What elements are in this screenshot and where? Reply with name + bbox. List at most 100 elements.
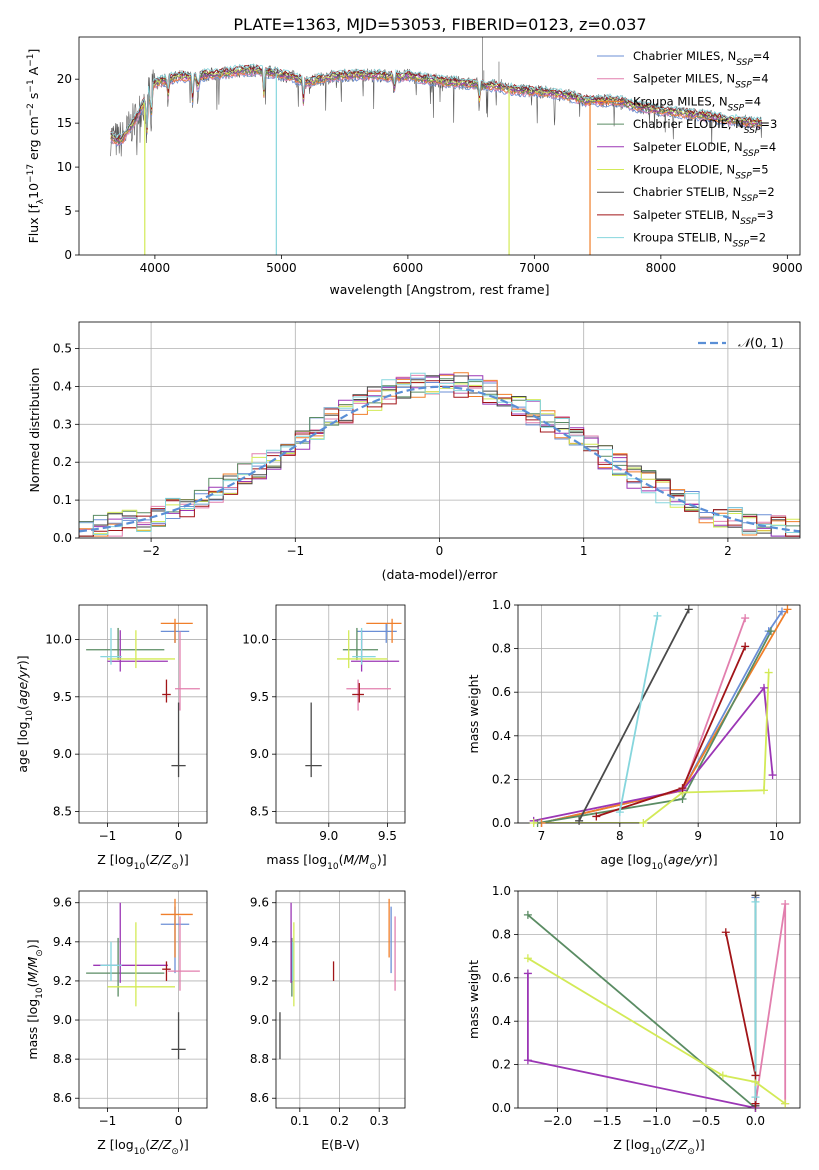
age-vs-mass-xlabel-part: 10 [327,862,339,872]
weight_vs_Z-frame [517,890,801,1109]
spectrum-data-line [110,63,763,157]
spectrum-xtick-label: 4000 [140,261,171,275]
mass_vs_Z-plot-area [86,898,200,1060]
legend-label-salp_miles-part: SSP [735,81,752,91]
weight-marker-krou_elodie [759,786,768,795]
weight_vs_age-ytick-label: 0.0 [492,816,511,830]
weight_vs_Z-xtick-label: −0.5 [691,1114,720,1128]
legend-label-salp_stelib-part: =3 [757,208,774,222]
spectrum-frame [78,36,801,256]
spectrum-ylabel-part: erg cm [26,116,41,164]
legend-label-krou_stelib-part: =2 [749,231,766,245]
weight-vs-Z-xlabel-part: Z [log [613,1137,649,1152]
spectrum-ylabel-part: Flux [f [26,204,41,244]
age-vs-mass-xlabel-part: M/M [344,852,370,867]
weight-marker-salp_elodie [768,771,777,780]
residuals-xtick-label: 1 [580,544,588,558]
mass-vs-Z-xlabel-part: Z/Z [149,1137,172,1152]
weight_vs_age-xtick-label: 8 [616,829,624,843]
age-vs-Z-ylabel: age [log10(age/yr)] [15,655,35,772]
weight-marker-chab_elodie [767,627,776,636]
legend-label-krou_elodie-part: SSP [735,172,752,182]
legend-label-krou_miles-part: SSP [728,103,745,113]
mass_vs_ebv-plot-area [279,898,396,1060]
age_vs_mass-ytick-label: 8.5 [250,805,269,819]
mass-vs-ebv-xlabel: E(B-V) [321,1137,360,1152]
weight_vs_Z-ytick-label: 1.0 [492,884,511,898]
age_vs_mass-xtick-label: 9.5 [378,829,397,843]
weight_vs_age-plot-area [533,608,789,823]
mass_vs_ebv-ytick-label: 9.0 [250,1013,269,1027]
weight-marker-krou_elodie [639,819,648,827]
mass_vs_Z-ytick-label: 9.4 [53,935,72,949]
spectrum-ylabel-part: −1 [26,79,36,92]
age-vs-Z-ylabel-part: )] [15,655,30,665]
weight_vs_age-ytick-label: 0.2 [492,772,511,786]
weight_vs_Z-xtick-label: −2.0 [543,1114,572,1128]
legend-label-chab_stelib-part: =2 [758,185,775,199]
mass_vs_Z-ytick-label: 9.0 [53,1013,72,1027]
spectrum-model-krou_stelib [110,63,763,139]
mass_vs_ebv-frame [275,890,406,1109]
weight-line-krou_stelib [618,615,659,813]
spectrum-ylabel-part: −1 [26,54,36,67]
mass-vs-Z-ylabel-part: 10 [35,987,45,999]
weight-marker-salp_elodie [759,683,768,692]
weight-marker-chab_stelib [575,816,584,825]
legend-label-krou_stelib: Kroupa STELIB, NSSP=2 [633,231,766,250]
normal-reference-curve [79,385,800,533]
weight-line-chab_elodie [537,630,772,823]
spectrum-ylabel-part: A [26,66,41,79]
mass_vs_Z-frame [78,890,208,1109]
weight-line-krou_elodie [527,957,786,1105]
residuals-ytick-label: 0.2 [53,455,72,469]
weight-vs-Z-xlabel-part: ( [661,1137,666,1152]
age_vs_Z-plot-area [86,618,200,778]
legend-label-salp_stelib: Salpeter STELIB, NSSP=3 [633,208,774,227]
age_vs_Z-ytick-label: 10.0 [45,632,72,646]
weight-marker-krou_elodie [523,954,532,963]
weight_vs_age-xtick-label: 7 [538,829,546,843]
legend-label-chab_stelib: Chabrier STELIB, NSSP=2 [633,185,775,204]
mass_vs_Z-panel: −1 08.68.89.09.29.49.6Z [log10(Z/Z⊙)]mass… [25,890,208,1157]
weight_vs_age-xtick-label: 10 [769,829,784,843]
spectrum-ylabel: Flux [fλ10−17 erg cm−2 s−1 A−1] [26,49,46,244]
legend-label-krou_elodie-part: Kroupa ELODIE, N [633,163,735,177]
weight_vs_age-ytick-label: 0.4 [492,729,511,743]
mass_vs_Z-ytick-label: 8.8 [53,1052,72,1066]
weight-vs-age-ylabel: mass weight [466,674,481,753]
residuals-ytick-label: 0.1 [53,493,72,507]
weight-marker-krou_elodie [718,1071,727,1080]
age_vs_mass-xtick-label: 9.0 [319,829,338,843]
spectrum-ylabel-part: s [26,93,41,104]
residuals-plot-area [79,372,800,537]
age-vs-mass-xlabel-part: ( [339,852,344,867]
weight-marker-chab_stelib [684,605,693,614]
age-vs-Z-ylabel-part: age/yr [15,664,30,705]
weight-marker-krou_stelib [751,897,760,906]
legend-label-chab_elodie-part: Chabrier ELODIE, N [633,117,744,131]
mass_vs_Z-ytick-label: 9.6 [53,896,72,910]
legend-label-krou_miles-part: =4 [744,94,761,108]
weight_vs_age-ytick-label: 1.0 [492,598,511,612]
spectrum-plot-area [110,37,763,255]
weight-vs-age-xlabel-part: )] [708,852,718,867]
spectrum-xtick-label: 7000 [519,261,550,275]
weight-vs-Z-xlabel-part: )] [695,1137,705,1152]
normal-legend-label-part: (0, 1) [750,335,784,350]
normal-legend-label: 𝒩(0, 1) [738,335,784,350]
mass_vs_ebv-panel: 0.1 0.2 0.3 8.6 8.8 9.0 9.2 9.4 9.6 E(B-V) [250,890,406,1152]
legend-label-salp_stelib-part: SSP [740,217,757,227]
weight-marker-krou_stelib [615,808,624,817]
age-vs-mass-xlabel: mass [log10(M/M⊙)] [266,852,386,872]
mass_vs_ebv-ytick-label: 9.4 [250,935,269,949]
weight-vs-age-xlabel-part: age [log [600,852,651,867]
spectrum-ylabel-part: −2 [26,103,36,116]
weight_vs_Z-xtick-label: −1.5 [592,1114,621,1128]
weight-marker-salp_stelib [741,642,750,651]
mass-vs-Z-ylabel-part: )] [25,939,40,949]
age_vs_Z-ytick-label: 9.0 [53,747,72,761]
weight_vs_Z-ytick-label: 0.4 [492,1014,511,1028]
